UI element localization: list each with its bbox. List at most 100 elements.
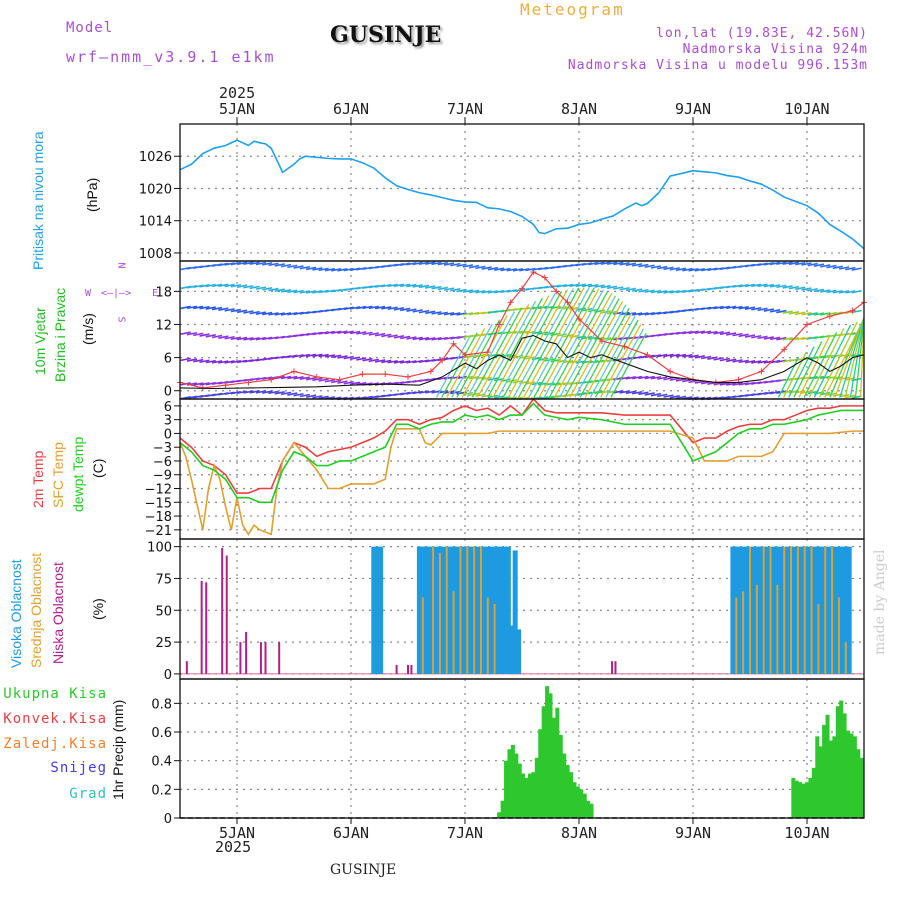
wind-barb bbox=[406, 308, 417, 312]
wind-barb bbox=[707, 356, 718, 360]
wind-gust-marker bbox=[496, 321, 503, 328]
wind-barb-rising bbox=[461, 315, 508, 398]
wind-barb bbox=[305, 290, 317, 294]
wind-barb bbox=[657, 290, 668, 294]
wind-barb-rising bbox=[834, 317, 865, 398]
wind-barb bbox=[663, 353, 674, 358]
wind-gust-marker bbox=[291, 368, 297, 375]
cloud-mid-bar bbox=[742, 591, 745, 674]
wind-barb bbox=[324, 267, 336, 272]
wind-barb bbox=[525, 306, 536, 310]
wind-barb bbox=[795, 336, 806, 341]
wind-barb bbox=[845, 266, 856, 271]
wind-barb bbox=[456, 288, 467, 293]
wind-barb bbox=[199, 359, 210, 364]
wind-barb bbox=[305, 394, 317, 398]
wind-barb bbox=[631, 375, 643, 380]
wind-barb-rising bbox=[849, 319, 865, 398]
wind-barb bbox=[650, 265, 662, 269]
wind-barb bbox=[657, 376, 668, 380]
precip-bar bbox=[835, 706, 840, 818]
wind-barb bbox=[399, 307, 411, 312]
wind-barb bbox=[318, 353, 329, 358]
wind-barb bbox=[575, 283, 586, 288]
cloud-high-bar bbox=[791, 546, 797, 674]
wind-barb bbox=[738, 306, 749, 310]
wind-barb bbox=[769, 359, 781, 364]
wind-barb bbox=[795, 311, 806, 316]
wind-barb-rising bbox=[528, 287, 590, 398]
legend-konvek: Konvek.Kisa bbox=[3, 711, 107, 727]
wind-barb-rising bbox=[538, 288, 600, 398]
wind-barb bbox=[349, 306, 361, 310]
precip-bar bbox=[582, 793, 587, 818]
wind-barb bbox=[606, 285, 618, 290]
wind-barb bbox=[280, 289, 292, 293]
wind-barb bbox=[807, 390, 818, 395]
wind-barb bbox=[193, 332, 204, 337]
wind-barb-rising bbox=[564, 298, 620, 398]
wind-barb bbox=[299, 393, 310, 398]
precip-bar bbox=[541, 706, 546, 818]
wind-barb bbox=[519, 355, 530, 359]
wind-barb bbox=[243, 310, 254, 314]
cloud-high-bar bbox=[416, 546, 422, 674]
wind-barb bbox=[262, 262, 273, 266]
wind-barb bbox=[412, 390, 423, 395]
wind-barb bbox=[425, 261, 436, 266]
wind-barb bbox=[688, 268, 699, 272]
wind-barb bbox=[406, 261, 417, 266]
wind-barb bbox=[838, 290, 850, 294]
wind-gust-marker bbox=[519, 285, 525, 292]
wind-barb bbox=[305, 376, 317, 381]
wind-barb bbox=[738, 359, 749, 364]
wind-barb bbox=[625, 262, 637, 267]
wind-barb bbox=[349, 356, 361, 361]
wind-barb bbox=[443, 262, 455, 266]
wind-barb bbox=[481, 376, 492, 381]
cloud-mid-bar bbox=[486, 597, 489, 674]
wind-barb bbox=[343, 330, 354, 335]
cloud-high-bar bbox=[771, 546, 777, 674]
wind-barb bbox=[230, 308, 242, 313]
cloud-mid-bar bbox=[831, 546, 834, 674]
cloud-mid-bar bbox=[769, 546, 772, 674]
cloud-low-bar bbox=[221, 547, 224, 674]
wind-gust-marker bbox=[268, 376, 275, 383]
precip-bar bbox=[562, 753, 567, 818]
wind-barb bbox=[801, 311, 812, 316]
wind-barb-rising bbox=[512, 288, 574, 398]
wind-gust-marker bbox=[336, 376, 343, 383]
wind-barb bbox=[274, 391, 285, 395]
wind-barb-rising bbox=[594, 319, 639, 398]
wind-barb bbox=[588, 308, 599, 313]
wind-barb bbox=[236, 261, 248, 266]
wind-barb bbox=[243, 261, 254, 265]
wind-barb bbox=[425, 285, 436, 289]
legend-zaledj: Zaledj.Kisa bbox=[3, 736, 107, 752]
wind-barb-rising bbox=[456, 319, 501, 398]
wind-barb bbox=[813, 288, 825, 293]
cloud-high-bar bbox=[833, 546, 838, 674]
wind-barb bbox=[613, 390, 624, 394]
wind-barb bbox=[519, 267, 530, 272]
cloud-mid-bar bbox=[776, 584, 779, 674]
wind-barb bbox=[738, 382, 749, 386]
wind-barb bbox=[443, 287, 455, 291]
wind-barb bbox=[669, 290, 680, 294]
wind-barb-rising bbox=[441, 332, 478, 398]
wind-barb bbox=[205, 334, 216, 338]
precip-bar bbox=[818, 746, 823, 818]
wind-barb bbox=[462, 289, 474, 293]
wind-barb bbox=[450, 262, 461, 267]
wind-barb bbox=[268, 287, 279, 292]
wind-barb bbox=[581, 262, 593, 266]
wind-barb-rising bbox=[818, 321, 858, 398]
y-tick-label: 50 bbox=[155, 604, 172, 619]
wind-barb-rising bbox=[574, 304, 627, 398]
wind-barb bbox=[700, 267, 712, 272]
wind-barb bbox=[600, 284, 611, 289]
y-tick-label: 12 bbox=[155, 318, 172, 333]
wind-barb bbox=[757, 360, 768, 364]
cloud-mid-bar bbox=[438, 553, 441, 674]
